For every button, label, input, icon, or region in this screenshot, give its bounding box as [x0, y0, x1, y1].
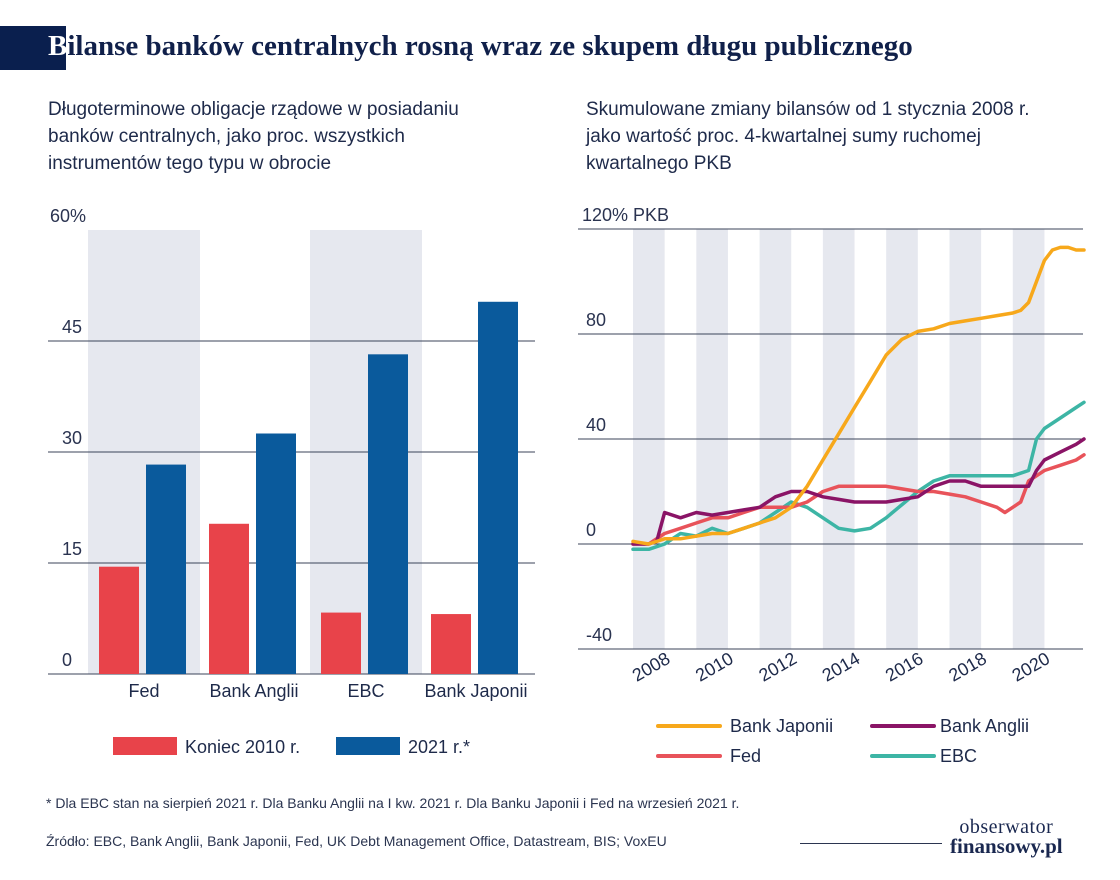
bar-2010: [99, 566, 139, 674]
source-note: Źródło: EBC, Bank Anglii, Bank Japonii, …: [46, 833, 667, 849]
page-title-text: ilanse banków centralnych rosną wraz ze …: [67, 30, 913, 62]
bar-2021: [478, 301, 518, 674]
bar-category-label: Bank Japonii: [424, 681, 527, 701]
source-divider: [800, 843, 942, 844]
right-y-tick-label: 80: [586, 310, 606, 330]
publisher-logo[interactable]: obserwator finansowy.pl: [950, 816, 1063, 858]
right-chart-subtitle: Skumulowane zmiany bilansów od 1 styczni…: [586, 99, 1030, 174]
legend-label-bank-anglii: Bank Anglii: [940, 716, 1029, 736]
legend-label-ebc: EBC: [940, 746, 977, 766]
line-ebc: [631, 400, 1086, 552]
left-y-tick-label: 30: [62, 428, 82, 448]
x-tick-label: 2008: [629, 648, 674, 685]
legend-label-2021: 2021 r.*: [408, 737, 470, 757]
right-y-tick-label: 40: [586, 415, 606, 435]
right-y-top-label: 120% PKB: [582, 205, 669, 225]
left-y-top-label: 60%: [50, 206, 86, 226]
x-tick-label: 2016: [882, 648, 927, 685]
x-tick-label: 2014: [819, 648, 864, 685]
right-y-tick-label: -40: [586, 625, 612, 645]
left-chart-subtitle: Długoterminowe obligacje rządowe w posia…: [48, 99, 459, 174]
title-accent-block: [0, 26, 66, 70]
page-title: Bilanse banków centralnych rosną wraz ze…: [48, 30, 913, 63]
logo-line-2: finansowy.pl: [950, 834, 1063, 858]
bar-category-label: EBC: [347, 681, 384, 701]
logo-line-1: obserwator: [959, 816, 1054, 838]
bar-category-label: Bank Anglii: [209, 681, 298, 701]
legend-swatch-2010: [113, 737, 177, 755]
left-y-tick-label: 45: [62, 317, 82, 337]
x-tick-label: 2018: [945, 648, 990, 685]
left-y-tick-label: 15: [62, 539, 82, 559]
line-bank-anglii: [631, 437, 1086, 546]
bar-category-label: Fed: [128, 681, 159, 701]
bar-2021: [256, 433, 296, 674]
legend-label-fed: Fed: [730, 746, 761, 766]
bar-2021: [368, 354, 408, 674]
line-bank-japonii: [631, 245, 1086, 546]
footnote: * Dla EBC stan na sierpień 2021 r. Dla B…: [46, 795, 740, 811]
page-title-initial: B: [48, 30, 68, 62]
legend-label-2010: Koniec 2010 r.: [185, 737, 300, 757]
legend-swatch-2021: [336, 737, 400, 755]
left-y-tick-label: 0: [62, 650, 72, 670]
bar-2010: [321, 612, 361, 674]
bar-2010: [209, 523, 249, 674]
x-tick-label: 2020: [1009, 648, 1054, 685]
bar-2010: [431, 614, 471, 674]
bar-2021: [146, 464, 186, 674]
x-tick-label: 2012: [755, 648, 800, 685]
x-tick-label: 2010: [692, 648, 737, 685]
legend-label-bank-japonii: Bank Japonii: [730, 716, 833, 736]
right-y-tick-label: 0: [586, 520, 596, 540]
